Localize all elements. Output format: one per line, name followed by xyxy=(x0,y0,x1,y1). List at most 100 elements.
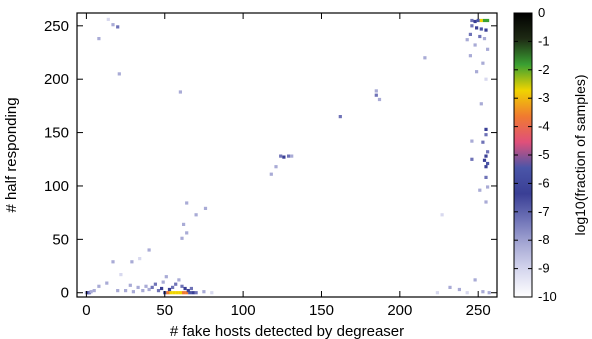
heatmap-cell xyxy=(136,285,140,289)
heatmap-cell xyxy=(174,282,178,286)
heatmap-cell xyxy=(147,248,151,252)
heatmap-cell xyxy=(188,291,192,295)
heatmap-cell xyxy=(486,185,490,189)
heatmap-cell xyxy=(473,43,477,47)
heatmap-cell xyxy=(479,102,483,106)
colorbar-tick-label: -5 xyxy=(538,147,550,162)
heatmap-cell xyxy=(274,165,278,169)
heatmap-cell xyxy=(185,231,189,235)
x-axis-title: # fake hosts detected by degreaser xyxy=(170,323,404,339)
x-tick-label: 0 xyxy=(82,302,90,319)
colorbar-tick-label: -6 xyxy=(538,175,550,190)
heatmap-cell xyxy=(203,206,208,210)
heatmap-cells xyxy=(84,17,491,295)
heatmap-cell xyxy=(183,286,187,291)
colorbar-ticks: 0 -1 -2 -3 -4 -5 -6 -7 -8 -9 -10 xyxy=(514,5,557,304)
heatmap-cell xyxy=(89,290,93,294)
heatmap-cell xyxy=(457,287,461,292)
heatmap-cell xyxy=(282,155,286,159)
heatmap-cell xyxy=(290,154,294,158)
heatmap-cell xyxy=(473,19,477,24)
heatmap-cell xyxy=(178,90,182,94)
heatmap-cell xyxy=(484,165,488,169)
heatmap-cell xyxy=(141,289,145,293)
heatmap-cell xyxy=(468,54,472,58)
heatmap-cell xyxy=(484,28,488,32)
heatmap-cell xyxy=(476,18,480,23)
heatmap-cell xyxy=(128,283,132,287)
y-tick-label: 150 xyxy=(44,125,69,142)
heatmap-cell xyxy=(484,154,488,158)
heatmap-cell xyxy=(465,291,469,295)
y-tick-label: 250 xyxy=(44,18,69,35)
y-tick-label: 50 xyxy=(52,231,69,248)
heatmap-cell xyxy=(117,72,121,76)
heatmap-cell xyxy=(486,47,490,51)
heatmap-cell xyxy=(111,260,115,264)
heatmap-cell xyxy=(482,158,487,162)
heatmap-cell xyxy=(475,26,479,30)
heatmap-cell xyxy=(279,154,283,158)
x-axis-ticks: 0 50 100 150 200 250 xyxy=(82,13,491,319)
colorbar-tick-label: -10 xyxy=(538,289,557,304)
heatmap-cell xyxy=(130,260,134,264)
heatmap-cell xyxy=(470,24,474,28)
heatmap-cell xyxy=(186,289,190,293)
heatmap-cell xyxy=(481,290,485,294)
heatmap-cell xyxy=(478,34,482,39)
heatmap-cell xyxy=(210,291,214,295)
heatmap-cell xyxy=(269,172,273,176)
heatmap-cell xyxy=(423,56,427,60)
heatmap-cell xyxy=(194,291,198,295)
heatmap-cell xyxy=(484,127,488,131)
heatmap-cell xyxy=(172,291,176,295)
colorbar-tick-label: -2 xyxy=(538,62,550,77)
heatmap-cell xyxy=(482,18,487,23)
heatmap-cell xyxy=(377,97,382,102)
heatmap-cell xyxy=(448,285,452,289)
heatmap-cell xyxy=(185,201,189,205)
heatmap-cell xyxy=(171,285,175,289)
heatmap-cell xyxy=(486,150,490,154)
heatmap-cell xyxy=(481,140,485,144)
heatmap-cell xyxy=(191,291,195,295)
y-axis-title: # half responding xyxy=(3,97,20,212)
heatmap-cell xyxy=(182,291,186,295)
heatmap-cell xyxy=(180,284,184,288)
heatmap-cell xyxy=(486,18,490,23)
heatmap-cell xyxy=(153,282,157,286)
heatmap-cell xyxy=(481,61,485,65)
heatmap-cell xyxy=(177,278,181,282)
colorbar-tick-label: -3 xyxy=(538,90,550,105)
heatmap-cell xyxy=(131,290,135,294)
heatmap-cell xyxy=(435,291,439,295)
x-tick-label: 150 xyxy=(309,302,334,319)
heatmap-cell xyxy=(144,284,148,288)
heatmap-cell xyxy=(161,280,165,284)
heatmap-cell xyxy=(374,89,378,93)
y-tick-label: 200 xyxy=(44,71,69,88)
heatmap-cell xyxy=(185,291,189,295)
y-tick-label: 0 xyxy=(61,285,69,302)
colorbar-title: log10(fraction of samples) xyxy=(572,74,588,235)
x-tick-label: 250 xyxy=(466,302,491,319)
y-axis-ticks: 0 50 100 150 200 250 xyxy=(44,18,497,302)
heatmap-cell xyxy=(180,236,184,240)
heatmap-cell xyxy=(150,285,154,289)
y-tick-label: 100 xyxy=(44,178,69,195)
heatmap-cell xyxy=(470,139,474,143)
heatmap-cell xyxy=(484,200,488,204)
heatmap-cell xyxy=(169,291,173,295)
heatmap-cell xyxy=(484,77,488,81)
heatmap-cell xyxy=(111,23,115,27)
heatmap-cell xyxy=(156,289,161,293)
heatmap-cell xyxy=(440,213,444,217)
heatmap-cell xyxy=(484,175,488,179)
colorbar-tick-label: 0 xyxy=(538,5,545,20)
heatmap-cell xyxy=(138,257,142,261)
heatmap-cell xyxy=(287,154,291,158)
colorbar-tick-label: -1 xyxy=(538,33,550,48)
heatmap-cell xyxy=(167,287,172,292)
heatmap-cell xyxy=(164,275,168,279)
heatmap-cell xyxy=(119,273,123,277)
